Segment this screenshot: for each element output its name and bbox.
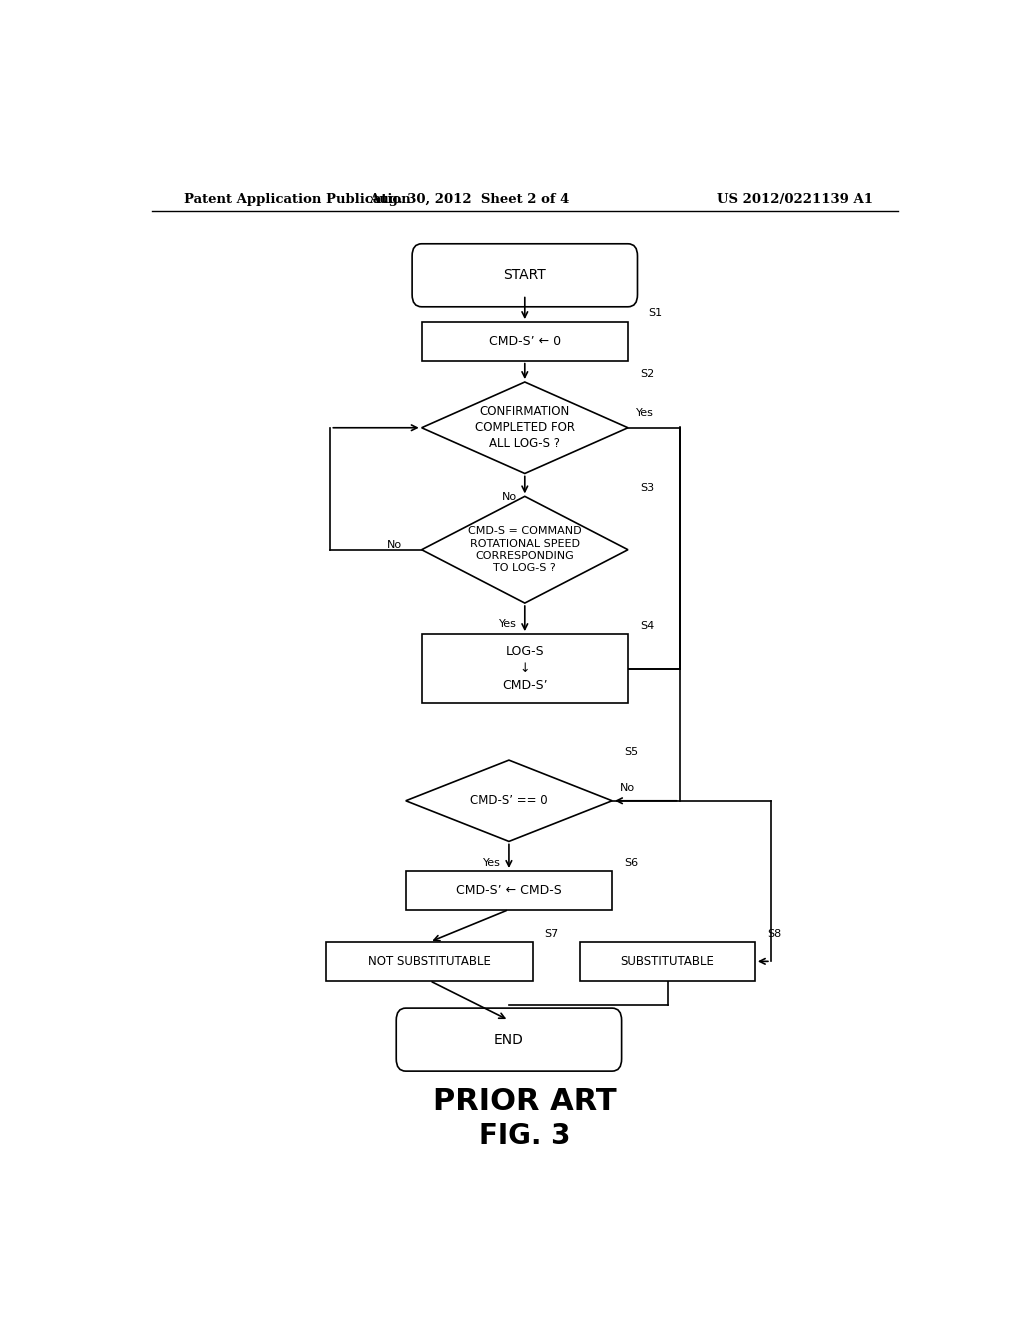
Text: LOG-S
↓
CMD-S’: LOG-S ↓ CMD-S’ <box>502 645 548 692</box>
Text: CMD-S’ ← 0: CMD-S’ ← 0 <box>488 335 561 348</box>
Text: S5: S5 <box>624 747 638 758</box>
Text: S7: S7 <box>545 929 559 939</box>
Text: CONFIRMATION
COMPLETED FOR
ALL LOG-S ?: CONFIRMATION COMPLETED FOR ALL LOG-S ? <box>475 405 574 450</box>
Polygon shape <box>422 381 628 474</box>
Text: S4: S4 <box>640 620 654 631</box>
Text: No: No <box>620 783 635 792</box>
Bar <box>422 322 628 360</box>
Text: S2: S2 <box>640 370 654 379</box>
Text: Yes: Yes <box>636 408 653 417</box>
Text: Yes: Yes <box>483 858 501 867</box>
Text: PRIOR ART: PRIOR ART <box>433 1088 616 1117</box>
Text: Aug. 30, 2012  Sheet 2 of 4: Aug. 30, 2012 Sheet 2 of 4 <box>369 193 569 206</box>
Text: CMD-S’ ← CMD-S: CMD-S’ ← CMD-S <box>456 883 562 896</box>
Text: S1: S1 <box>648 308 662 318</box>
Bar <box>422 634 628 704</box>
Text: END: END <box>494 1032 524 1047</box>
Text: US 2012/0221139 A1: US 2012/0221139 A1 <box>717 193 872 206</box>
FancyBboxPatch shape <box>412 244 638 306</box>
Bar <box>581 942 755 981</box>
Text: Patent Application Publication: Patent Application Publication <box>183 193 411 206</box>
Text: NOT SUBSTITUTABLE: NOT SUBSTITUTABLE <box>369 954 490 968</box>
Text: S3: S3 <box>640 483 654 494</box>
Text: FIG. 3: FIG. 3 <box>479 1122 570 1150</box>
Text: CMD-S = COMMAND
ROTATIONAL SPEED
CORRESPONDING
TO LOG-S ?: CMD-S = COMMAND ROTATIONAL SPEED CORRESP… <box>468 527 582 573</box>
Text: No: No <box>502 492 517 502</box>
Text: START: START <box>504 268 546 282</box>
Polygon shape <box>406 760 612 841</box>
FancyBboxPatch shape <box>396 1008 622 1071</box>
Text: SUBSTITUTABLE: SUBSTITUTABLE <box>621 954 715 968</box>
Text: S6: S6 <box>624 858 638 867</box>
Text: Yes: Yes <box>499 619 517 630</box>
Text: CMD-S’ == 0: CMD-S’ == 0 <box>470 795 548 808</box>
Text: No: No <box>387 540 401 549</box>
Bar <box>327 942 532 981</box>
Text: S8: S8 <box>767 929 781 939</box>
Polygon shape <box>422 496 628 603</box>
Bar <box>406 871 612 909</box>
